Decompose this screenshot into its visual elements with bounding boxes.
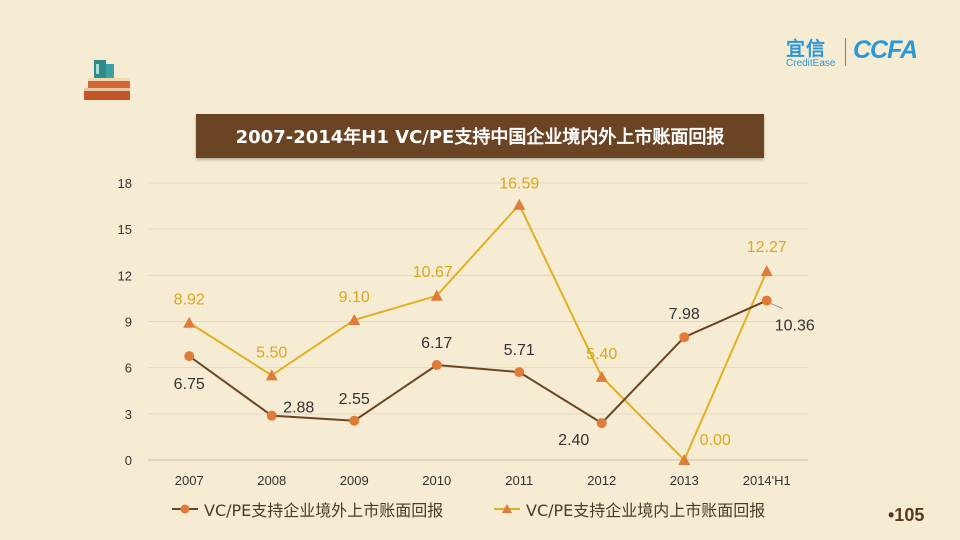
data-label-inside: 5.40 xyxy=(586,346,617,363)
data-label-inside: 9.10 xyxy=(339,289,370,306)
y-tick-label: 15 xyxy=(118,222,132,237)
series-line-inside xyxy=(188,202,768,462)
y-tick-label: 18 xyxy=(118,176,132,191)
brand-divider xyxy=(845,38,846,66)
data-point-outside xyxy=(514,367,525,378)
chart-title: 2007-2014年H1 VC/PE支持中国企业境内外上市账面回报 xyxy=(196,114,764,158)
data-point-outside xyxy=(596,418,607,429)
data-point-inside xyxy=(430,289,443,301)
data-label-inside: 0.00 xyxy=(700,432,731,449)
legend-label-inside: VC/PE支持企业境内上市账面回报 xyxy=(526,501,766,520)
legend-label-outside: VC/PE支持企业境外上市账面回报 xyxy=(204,501,444,520)
x-tick-label: 2013 xyxy=(670,473,699,488)
data-point-outside xyxy=(266,410,277,421)
data-label-outside: 2.55 xyxy=(339,391,370,408)
data-label-inside: 5.50 xyxy=(256,344,287,361)
x-tick-label: 2010 xyxy=(422,473,451,488)
data-point-inside xyxy=(513,198,526,210)
data-point-inside xyxy=(760,265,773,277)
data-point-inside xyxy=(678,454,691,465)
brand-en: CreditEase xyxy=(786,58,836,69)
data-label-outside: 2.40 xyxy=(558,432,589,449)
x-tick-label: 2008 xyxy=(257,473,286,488)
data-point-inside xyxy=(595,370,608,382)
data-label-inside: 12.27 xyxy=(747,239,787,256)
data-label-inside: 16.59 xyxy=(499,176,539,193)
label-leader-line xyxy=(770,303,783,310)
data-point-inside xyxy=(183,316,196,328)
data-label-inside: 8.92 xyxy=(174,292,205,309)
x-tick-label: 2012 xyxy=(587,473,616,488)
data-point-outside xyxy=(431,360,442,371)
data-label-outside: 10.36 xyxy=(775,318,815,335)
legend-item-outside: VC/PE支持企业境外上市账面回报 xyxy=(172,497,443,521)
x-tick-label: 2014'H1 xyxy=(743,473,791,488)
y-tick-label: 6 xyxy=(125,361,132,376)
data-label-outside: 7.98 xyxy=(669,306,700,323)
y-tick-label: 0 xyxy=(125,453,132,468)
data-point-outside xyxy=(761,295,772,306)
y-tick-label: 12 xyxy=(118,268,132,283)
brand-ccfa: CCFA xyxy=(853,36,918,64)
data-label-inside: 10.67 xyxy=(413,264,453,281)
x-tick-label: 2011 xyxy=(505,473,533,488)
creditease-ccfa-logo: 宜信 CreditEase CCFA xyxy=(786,34,936,70)
y-tick-label: 3 xyxy=(125,407,132,422)
data-point-inside xyxy=(348,313,361,325)
legend-item-inside: VC/PE支持企业境内上市账面回报 xyxy=(494,497,765,521)
books-icon xyxy=(84,60,130,100)
data-label-outside: 5.71 xyxy=(504,342,535,359)
legend-marker-outside xyxy=(172,504,198,514)
y-tick-label: 9 xyxy=(125,315,132,330)
data-label-outside: 6.75 xyxy=(174,376,205,393)
data-label-outside: 2.88 xyxy=(283,400,314,417)
data-label-outside: 6.17 xyxy=(421,335,452,352)
data-point-outside xyxy=(679,332,690,343)
page-number: •105 xyxy=(888,505,925,525)
brand-cn: 宜信 xyxy=(786,38,827,60)
data-point-outside xyxy=(349,415,360,426)
series-line-outside xyxy=(188,299,768,425)
x-tick-label: 2007 xyxy=(175,473,204,488)
data-point-outside xyxy=(184,351,195,362)
x-tick-label: 2009 xyxy=(340,473,369,488)
legend-marker-inside xyxy=(494,504,520,513)
data-point-inside xyxy=(265,369,278,381)
